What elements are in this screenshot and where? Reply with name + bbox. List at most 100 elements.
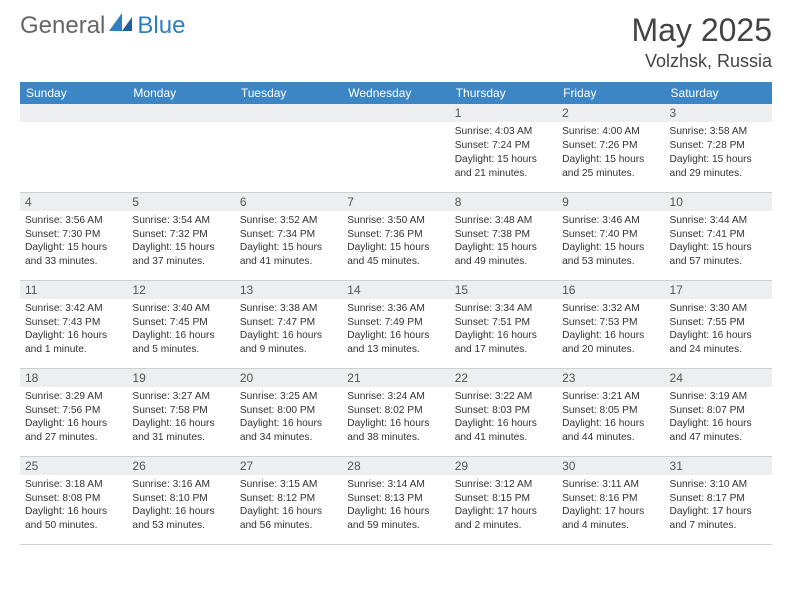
daylight-text: Daylight: 15 hours and 25 minutes. [562, 153, 659, 181]
day-cell: 22Sunrise: 3:22 AMSunset: 8:03 PMDayligh… [450, 368, 557, 456]
sunrise-text: Sunrise: 3:36 AM [347, 302, 444, 316]
sunset-text: Sunset: 7:40 PM [562, 228, 659, 242]
sunset-text: Sunset: 7:47 PM [240, 316, 337, 330]
daylight-text: Daylight: 16 hours and 27 minutes. [25, 417, 122, 445]
day-details: Sunrise: 3:27 AMSunset: 7:58 PMDaylight:… [127, 387, 234, 449]
day-number: 5 [127, 193, 234, 211]
day-cell [127, 104, 234, 192]
daylight-text: Daylight: 16 hours and 56 minutes. [240, 505, 337, 533]
day-details: Sunrise: 3:34 AMSunset: 7:51 PMDaylight:… [450, 299, 557, 361]
day-number: 24 [665, 369, 772, 387]
day-number: 10 [665, 193, 772, 211]
sunset-text: Sunset: 7:53 PM [562, 316, 659, 330]
day-cell: 23Sunrise: 3:21 AMSunset: 8:05 PMDayligh… [557, 368, 664, 456]
day-details: Sunrise: 3:58 AMSunset: 7:28 PMDaylight:… [665, 122, 772, 184]
day-number: 11 [20, 281, 127, 299]
week-row: 4Sunrise: 3:56 AMSunset: 7:30 PMDaylight… [20, 192, 772, 280]
day-number: 16 [557, 281, 664, 299]
day-cell: 8Sunrise: 3:48 AMSunset: 7:38 PMDaylight… [450, 192, 557, 280]
day-number: 26 [127, 457, 234, 475]
daylight-text: Daylight: 15 hours and 53 minutes. [562, 241, 659, 269]
col-friday: Friday [557, 82, 664, 104]
day-details: Sunrise: 4:00 AMSunset: 7:26 PMDaylight:… [557, 122, 664, 184]
col-thursday: Thursday [450, 82, 557, 104]
sunset-text: Sunset: 7:26 PM [562, 139, 659, 153]
day-number: 28 [342, 457, 449, 475]
day-number: 1 [450, 104, 557, 122]
day-details: Sunrise: 3:15 AMSunset: 8:12 PMDaylight:… [235, 475, 342, 537]
day-details: Sunrise: 3:54 AMSunset: 7:32 PMDaylight:… [127, 211, 234, 273]
day-number: 31 [665, 457, 772, 475]
day-details: Sunrise: 3:36 AMSunset: 7:49 PMDaylight:… [342, 299, 449, 361]
day-cell: 5Sunrise: 3:54 AMSunset: 7:32 PMDaylight… [127, 192, 234, 280]
day-cell: 9Sunrise: 3:46 AMSunset: 7:40 PMDaylight… [557, 192, 664, 280]
sunrise-text: Sunrise: 4:00 AM [562, 125, 659, 139]
day-number-empty [127, 104, 234, 122]
location-label: Volzhsk, Russia [631, 51, 772, 72]
sunset-text: Sunset: 8:17 PM [670, 492, 767, 506]
day-cell: 3Sunrise: 3:58 AMSunset: 7:28 PMDaylight… [665, 104, 772, 192]
week-row: 11Sunrise: 3:42 AMSunset: 7:43 PMDayligh… [20, 280, 772, 368]
brand-part1: General [20, 12, 105, 40]
daylight-text: Daylight: 16 hours and 38 minutes. [347, 417, 444, 445]
sunrise-text: Sunrise: 3:48 AM [455, 214, 552, 228]
day-number: 7 [342, 193, 449, 211]
day-details: Sunrise: 3:50 AMSunset: 7:36 PMDaylight:… [342, 211, 449, 273]
day-number: 27 [235, 457, 342, 475]
daylight-text: Daylight: 16 hours and 47 minutes. [670, 417, 767, 445]
calendar-table: Sunday Monday Tuesday Wednesday Thursday… [20, 82, 772, 545]
sunset-text: Sunset: 7:24 PM [455, 139, 552, 153]
title-block: May 2025 Volzhsk, Russia [631, 12, 772, 72]
day-cell: 19Sunrise: 3:27 AMSunset: 7:58 PMDayligh… [127, 368, 234, 456]
day-cell: 14Sunrise: 3:36 AMSunset: 7:49 PMDayligh… [342, 280, 449, 368]
sunrise-text: Sunrise: 3:32 AM [562, 302, 659, 316]
day-number: 14 [342, 281, 449, 299]
day-cell: 2Sunrise: 4:00 AMSunset: 7:26 PMDaylight… [557, 104, 664, 192]
daylight-text: Daylight: 15 hours and 37 minutes. [132, 241, 229, 269]
day-cell: 29Sunrise: 3:12 AMSunset: 8:15 PMDayligh… [450, 456, 557, 544]
sunrise-text: Sunrise: 3:12 AM [455, 478, 552, 492]
daylight-text: Daylight: 15 hours and 29 minutes. [670, 153, 767, 181]
sunset-text: Sunset: 7:38 PM [455, 228, 552, 242]
day-cell: 31Sunrise: 3:10 AMSunset: 8:17 PMDayligh… [665, 456, 772, 544]
sunset-text: Sunset: 7:51 PM [455, 316, 552, 330]
sunset-text: Sunset: 8:03 PM [455, 404, 552, 418]
sunrise-text: Sunrise: 3:44 AM [670, 214, 767, 228]
day-details: Sunrise: 3:32 AMSunset: 7:53 PMDaylight:… [557, 299, 664, 361]
sunrise-text: Sunrise: 3:46 AM [562, 214, 659, 228]
sunset-text: Sunset: 8:16 PM [562, 492, 659, 506]
day-number-empty [20, 104, 127, 122]
sunrise-text: Sunrise: 3:50 AM [347, 214, 444, 228]
day-details: Sunrise: 3:29 AMSunset: 7:56 PMDaylight:… [20, 387, 127, 449]
daylight-text: Daylight: 15 hours and 33 minutes. [25, 241, 122, 269]
sunset-text: Sunset: 7:45 PM [132, 316, 229, 330]
sunrise-text: Sunrise: 3:25 AM [240, 390, 337, 404]
sunrise-text: Sunrise: 3:52 AM [240, 214, 337, 228]
sunset-text: Sunset: 7:32 PM [132, 228, 229, 242]
week-row: 25Sunrise: 3:18 AMSunset: 8:08 PMDayligh… [20, 456, 772, 544]
day-cell: 12Sunrise: 3:40 AMSunset: 7:45 PMDayligh… [127, 280, 234, 368]
day-cell: 7Sunrise: 3:50 AMSunset: 7:36 PMDaylight… [342, 192, 449, 280]
day-details: Sunrise: 3:24 AMSunset: 8:02 PMDaylight:… [342, 387, 449, 449]
sunrise-text: Sunrise: 3:30 AM [670, 302, 767, 316]
daylight-text: Daylight: 16 hours and 31 minutes. [132, 417, 229, 445]
day-details: Sunrise: 3:38 AMSunset: 7:47 PMDaylight:… [235, 299, 342, 361]
day-details: Sunrise: 3:14 AMSunset: 8:13 PMDaylight:… [342, 475, 449, 537]
day-cell: 17Sunrise: 3:30 AMSunset: 7:55 PMDayligh… [665, 280, 772, 368]
sunset-text: Sunset: 8:08 PM [25, 492, 122, 506]
daylight-text: Daylight: 16 hours and 50 minutes. [25, 505, 122, 533]
day-cell: 6Sunrise: 3:52 AMSunset: 7:34 PMDaylight… [235, 192, 342, 280]
daylight-text: Daylight: 15 hours and 57 minutes. [670, 241, 767, 269]
sunset-text: Sunset: 7:41 PM [670, 228, 767, 242]
daylight-text: Daylight: 15 hours and 45 minutes. [347, 241, 444, 269]
sunset-text: Sunset: 8:12 PM [240, 492, 337, 506]
daylight-text: Daylight: 16 hours and 1 minute. [25, 329, 122, 357]
day-details: Sunrise: 3:11 AMSunset: 8:16 PMDaylight:… [557, 475, 664, 537]
day-cell [342, 104, 449, 192]
sunrise-text: Sunrise: 3:19 AM [670, 390, 767, 404]
sunset-text: Sunset: 7:36 PM [347, 228, 444, 242]
daylight-text: Daylight: 16 hours and 5 minutes. [132, 329, 229, 357]
sunset-text: Sunset: 7:56 PM [25, 404, 122, 418]
sunset-text: Sunset: 7:43 PM [25, 316, 122, 330]
daylight-text: Daylight: 16 hours and 24 minutes. [670, 329, 767, 357]
